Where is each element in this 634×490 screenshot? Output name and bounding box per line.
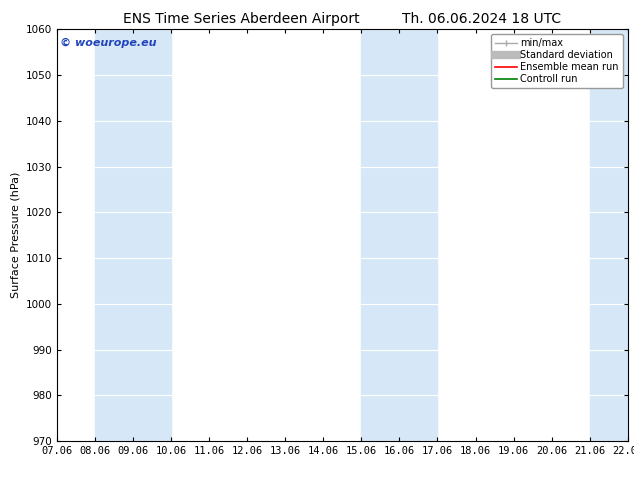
Text: ENS Time Series Aberdeen Airport: ENS Time Series Aberdeen Airport	[122, 12, 359, 26]
Y-axis label: Surface Pressure (hPa): Surface Pressure (hPa)	[10, 172, 20, 298]
Text: Th. 06.06.2024 18 UTC: Th. 06.06.2024 18 UTC	[403, 12, 561, 26]
Text: © woeurope.eu: © woeurope.eu	[60, 38, 157, 48]
Bar	[361, 29, 437, 441]
Bar	[95, 29, 171, 441]
Bar	[590, 29, 628, 441]
Legend: min/max, Standard deviation, Ensemble mean run, Controll run: min/max, Standard deviation, Ensemble me…	[491, 34, 623, 88]
